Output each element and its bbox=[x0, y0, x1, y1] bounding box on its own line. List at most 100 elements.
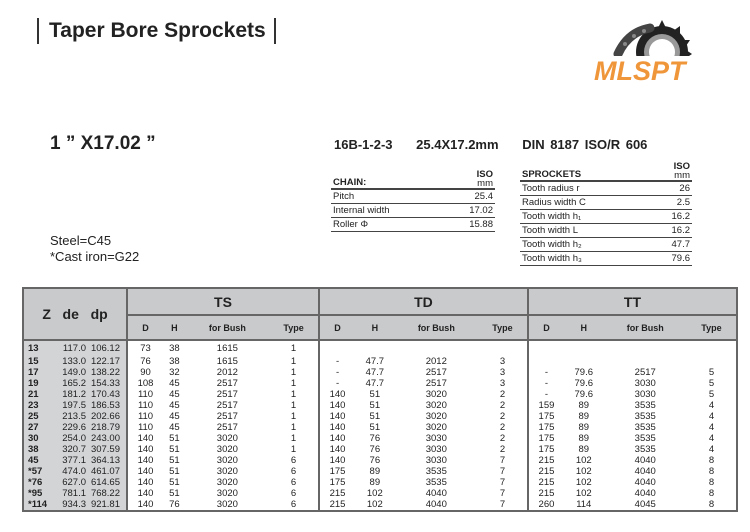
sub-header-type: Type bbox=[478, 315, 528, 341]
cell: - bbox=[526, 367, 564, 378]
cell: 3535 bbox=[425, 466, 447, 477]
cell: 5 bbox=[708, 378, 715, 389]
cell: 6 bbox=[290, 477, 297, 488]
cell: 51 bbox=[369, 400, 381, 411]
z-de-dp-cell: *57 474.0 461.07 bbox=[23, 466, 127, 477]
cell: 51 bbox=[369, 422, 381, 433]
spec-value: 15.88 bbox=[443, 217, 495, 232]
cell: 140 bbox=[317, 400, 356, 411]
de-value: 149.0 bbox=[62, 367, 86, 378]
cell: 47.7 bbox=[365, 356, 385, 367]
sprocket-spec-table: SPROCKETS ISO mm Tooth radius r 26 Radius wi… bbox=[520, 162, 692, 266]
cell: 215 bbox=[317, 488, 356, 499]
cell: 3020 bbox=[216, 499, 238, 510]
cell: 8 bbox=[708, 488, 715, 499]
z-value: 19 bbox=[28, 378, 39, 389]
cell: 215 bbox=[526, 488, 564, 499]
dp-value: 186.53 bbox=[90, 400, 120, 411]
cell: 215 bbox=[526, 477, 564, 488]
de-value: 627.0 bbox=[62, 477, 86, 488]
table-row: 13 117.0 106.12 73 38 1615 1 bbox=[23, 340, 737, 356]
z-de-dp-cell: *76 627.0 614.65 bbox=[23, 477, 127, 488]
z-value: 17 bbox=[28, 367, 39, 378]
cell: 38 bbox=[169, 356, 180, 367]
cell: 76 bbox=[369, 433, 381, 444]
z-value: *57 bbox=[28, 466, 43, 477]
cell: 89 bbox=[578, 433, 590, 444]
cell: 3535 bbox=[634, 411, 656, 422]
table-row: 17 149.0 138.22 90 32 2012 1-47.7 2517 3-79.6 251… bbox=[23, 367, 737, 378]
cell: 2517 bbox=[216, 411, 238, 422]
cell: 3535 bbox=[634, 400, 656, 411]
cell: 3030 bbox=[425, 455, 447, 466]
spec-label: Tooth width h₂ bbox=[520, 237, 650, 252]
table-row: *114 934.3 921.81 140 76 3020 6 215 102 4040 7 260 1… bbox=[23, 499, 737, 511]
sub-header-d: D bbox=[317, 315, 356, 341]
cell bbox=[604, 356, 687, 367]
cell: 2517 bbox=[425, 367, 447, 378]
cell: 3535 bbox=[634, 444, 656, 455]
cell: 102 bbox=[575, 477, 592, 488]
spec-label: Pitch bbox=[331, 189, 444, 204]
table-row: 19 165.2 154.33 108 45 2517 1-47.7 2517 3-79.6 30… bbox=[23, 378, 737, 389]
cell: 1 bbox=[290, 422, 297, 433]
cell: 3 bbox=[499, 356, 506, 367]
cell: 140 bbox=[317, 411, 356, 422]
spec-value: 26 bbox=[649, 181, 692, 196]
sub-header-h: H bbox=[563, 315, 604, 341]
cell: 1 bbox=[290, 378, 297, 389]
cell: 51 bbox=[169, 433, 180, 444]
spec-row: Tooth width h₂ 47.7 bbox=[520, 237, 692, 252]
cell: 3030 bbox=[634, 389, 656, 400]
cell: 175 bbox=[526, 433, 564, 444]
de-value: 213.5 bbox=[62, 411, 86, 422]
dp-value: 461.07 bbox=[90, 466, 120, 477]
table-row: *76 627.0 614.65 140 51 3020 6 175 89 3535 7 215 102… bbox=[23, 477, 737, 488]
table-row: *95 781.1 768.22 140 51 3020 6 215 102 4040 7 215 10… bbox=[23, 488, 737, 499]
cell: 89 bbox=[578, 444, 590, 455]
cell: 45 bbox=[169, 389, 180, 400]
cell: 51 bbox=[169, 488, 180, 499]
dp-value: 154.33 bbox=[90, 378, 120, 389]
cell: 3020 bbox=[425, 400, 447, 411]
cell: 89 bbox=[578, 400, 590, 411]
cell: 47.7 bbox=[365, 378, 385, 389]
left-headers: Z de dp bbox=[23, 288, 127, 341]
cell: 4040 bbox=[634, 477, 656, 488]
spec-row: Radius width C 2.5 bbox=[520, 195, 692, 210]
cell: 8 bbox=[708, 499, 715, 510]
cell: 1 bbox=[290, 433, 297, 444]
de-value: 133.0 bbox=[62, 356, 86, 367]
mlspt-logo: MLSPT bbox=[590, 12, 720, 86]
cell: 6 bbox=[290, 499, 297, 510]
cell: 5 bbox=[708, 389, 715, 400]
cell: 89 bbox=[369, 466, 381, 477]
spec-label: Tooth width h₁ bbox=[520, 209, 650, 224]
spec-label: Tooth radius r bbox=[520, 181, 650, 196]
cell: 2 bbox=[499, 411, 506, 422]
table-row: 21 181.2 170.43 110 45 2517 1 140 51 3020 2 -79.6 30… bbox=[23, 389, 737, 400]
cell: 2 bbox=[499, 422, 506, 433]
dp-value: 614.65 bbox=[90, 477, 120, 488]
z-de-dp-cell: 27 229.6 218.79 bbox=[23, 422, 127, 433]
cell: - bbox=[317, 367, 356, 378]
sub-header-d: D bbox=[125, 315, 164, 341]
cell: 3 bbox=[499, 367, 506, 378]
cell: 140 bbox=[317, 433, 356, 444]
cell: 3030 bbox=[425, 433, 447, 444]
cell: 1615 bbox=[216, 343, 238, 354]
cell: 102 bbox=[575, 488, 592, 499]
cell: 140 bbox=[317, 444, 356, 455]
cell: 3030 bbox=[425, 444, 447, 455]
cell: 3020 bbox=[216, 466, 238, 477]
cell: 215 bbox=[526, 466, 564, 477]
dp-value: 138.22 bbox=[90, 367, 120, 378]
cell: 51 bbox=[169, 444, 180, 455]
cell: 7 bbox=[499, 477, 506, 488]
cell: 45 bbox=[169, 422, 180, 433]
cell: 3030 bbox=[634, 378, 656, 389]
cell bbox=[395, 340, 478, 356]
cell: 4040 bbox=[425, 499, 447, 510]
cell: 1615 bbox=[216, 356, 238, 367]
dp-value: 243.00 bbox=[90, 433, 120, 444]
